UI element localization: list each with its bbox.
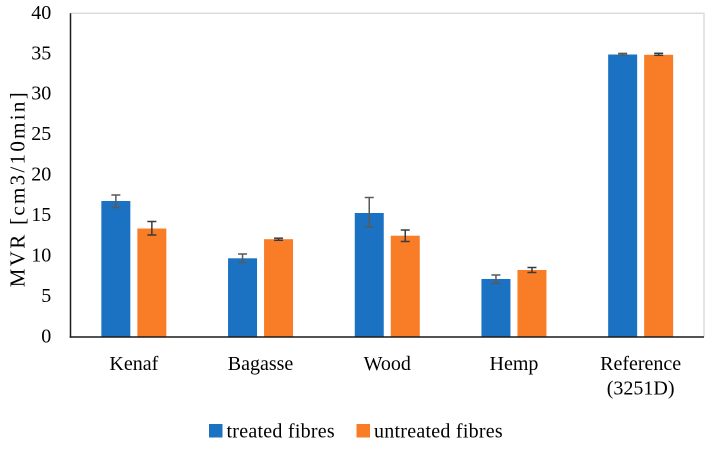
svg-text:Hemp: Hemp: [490, 353, 539, 375]
svg-text:Wood: Wood: [364, 353, 411, 375]
svg-text:25: 25: [31, 123, 51, 145]
svg-text:MVR [cm3/10min]: MVR [cm3/10min]: [6, 90, 30, 287]
svg-text:30: 30: [31, 83, 51, 105]
svg-text:5: 5: [41, 285, 51, 307]
svg-text:Kenaf: Kenaf: [109, 353, 158, 375]
svg-text:10: 10: [31, 245, 51, 267]
svg-text:35: 35: [31, 42, 51, 64]
svg-text:40: 40: [31, 2, 51, 24]
svg-text:untreated fibres: untreated fibres: [374, 420, 503, 442]
svg-text:Bagasse: Bagasse: [228, 353, 294, 375]
svg-text:treated fibres: treated fibres: [227, 420, 335, 442]
svg-text:20: 20: [31, 164, 51, 186]
svg-text:Reference: Reference: [600, 353, 681, 375]
svg-text:0: 0: [41, 326, 51, 348]
svg-text:(3251D): (3251D): [607, 378, 675, 400]
svg-text:15: 15: [31, 204, 51, 226]
